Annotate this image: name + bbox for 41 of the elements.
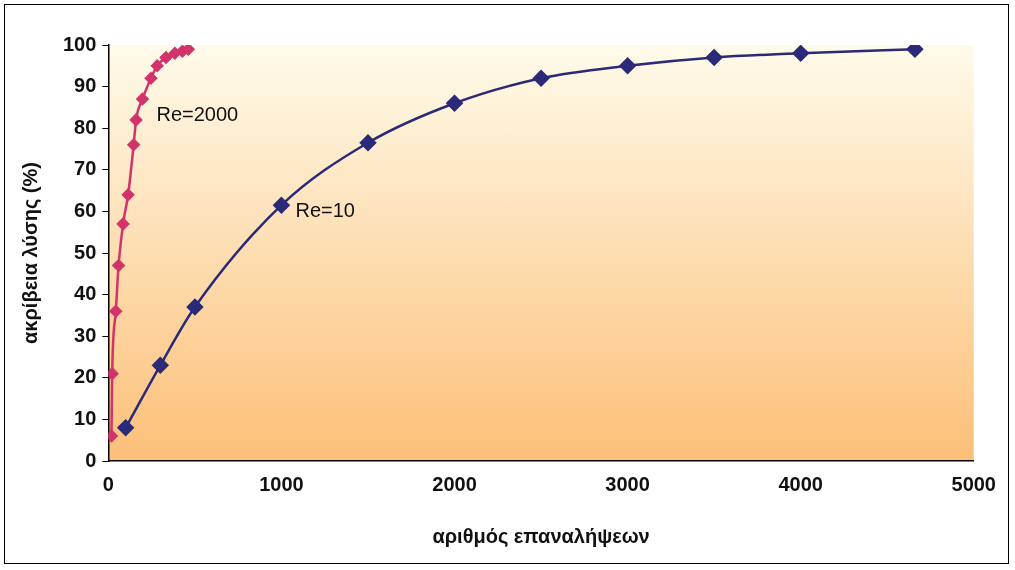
y-tick-label: 20	[74, 365, 97, 388]
y-tick-label: 100	[62, 32, 97, 55]
point	[273, 196, 290, 214]
series-label: Re=2000	[156, 102, 239, 125]
point	[705, 49, 723, 66]
x-tick-label: 4000	[778, 472, 823, 495]
y-tick-label: 90	[74, 74, 97, 97]
point	[152, 357, 169, 374]
point	[619, 57, 636, 75]
point	[186, 298, 204, 316]
y-tick-label: 10	[74, 406, 97, 429]
point	[150, 59, 164, 73]
x-axis-title: αριθμός επαναλήψεων	[432, 524, 650, 547]
point	[116, 217, 130, 231]
point	[792, 45, 809, 62]
point	[127, 138, 140, 152]
point	[144, 72, 158, 85]
series-label: Re=10	[295, 198, 355, 221]
y-tick-label: 70	[74, 157, 97, 180]
point	[121, 188, 135, 202]
x-tick-label: 0	[102, 472, 114, 495]
point	[112, 259, 125, 272]
y-tick-label: 30	[74, 323, 97, 346]
point	[129, 113, 143, 127]
x-tick-label: 1000	[259, 472, 304, 495]
point	[359, 134, 377, 152]
y-tick-label: 40	[74, 282, 97, 305]
y-tick-label: 0	[85, 448, 97, 471]
point	[532, 70, 550, 87]
x-tick-label: 2000	[432, 472, 477, 495]
point	[136, 92, 149, 106]
x-tick-label: 3000	[605, 472, 650, 495]
y-tick-label: 60	[74, 198, 97, 221]
y-axis-title: ακρίβεια λύσης (%)	[18, 162, 41, 344]
y-tick-label: 80	[74, 115, 97, 138]
point	[159, 51, 173, 64]
point	[117, 419, 134, 436]
x-tick-label: 5000	[951, 472, 996, 495]
point	[109, 304, 123, 318]
y-tick-label: 50	[74, 240, 97, 263]
point	[446, 94, 463, 112]
